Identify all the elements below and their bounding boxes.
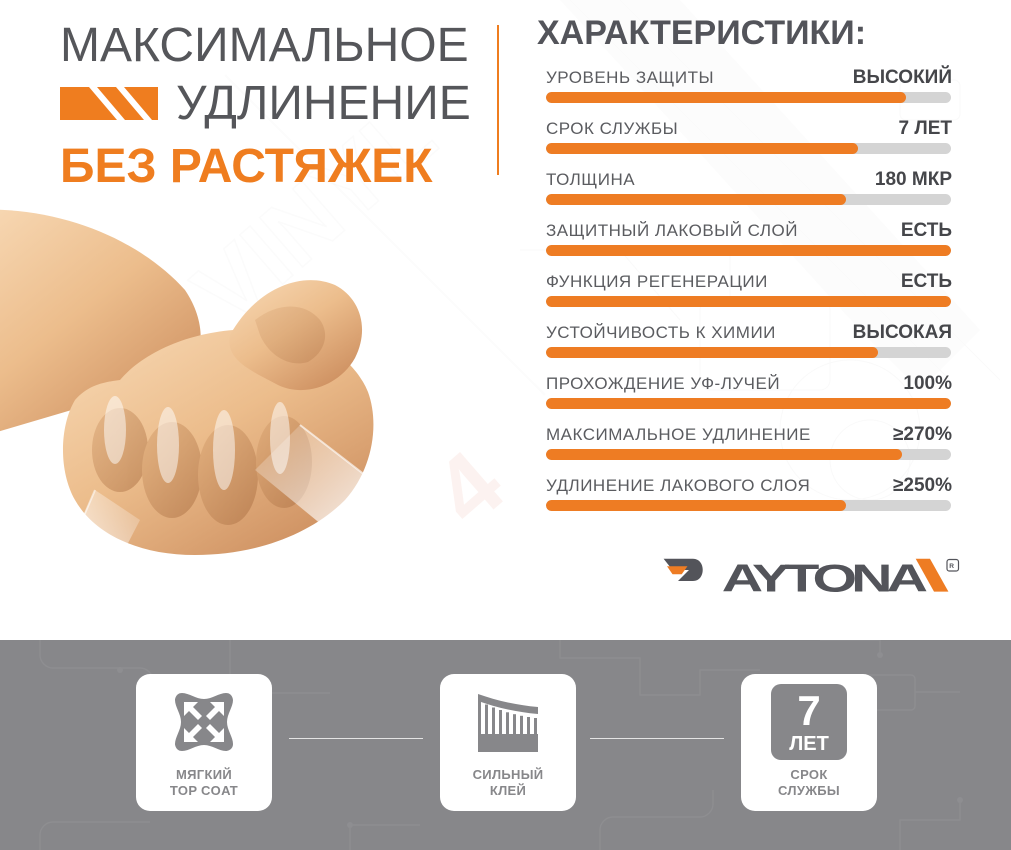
svg-text:R: R [949,563,954,570]
svg-text:AYTONA: AYTONA [722,558,928,601]
